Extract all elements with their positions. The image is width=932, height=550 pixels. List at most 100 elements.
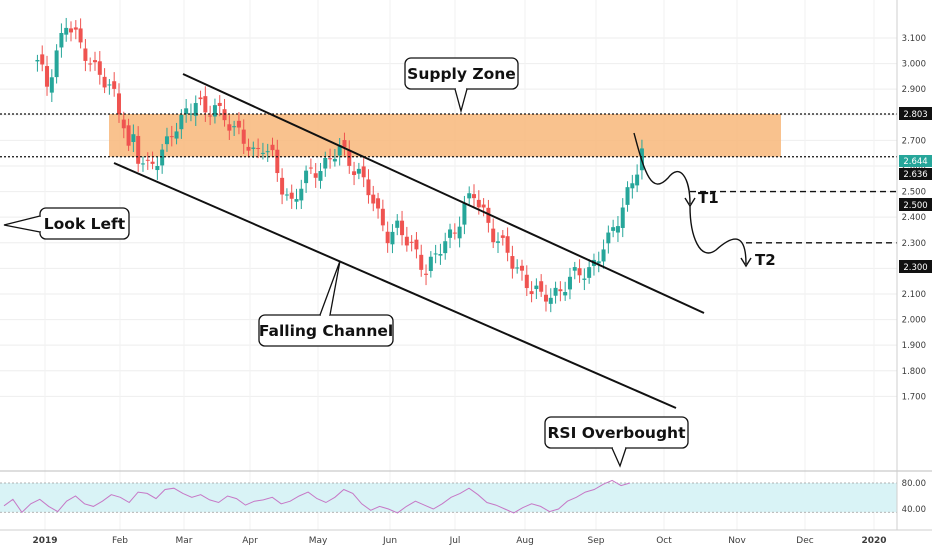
y-tick-label: 2.100 xyxy=(902,290,926,300)
projection-path-2 xyxy=(689,205,747,265)
y-tick-label: 2.400 xyxy=(902,213,926,223)
candle-body xyxy=(136,135,141,164)
target1-tag-text: 2.500 xyxy=(903,201,927,211)
candle-body xyxy=(198,97,203,100)
candle-body xyxy=(625,187,630,205)
candlestick-series xyxy=(35,17,644,313)
rsi-overbought-label: RSI Overbought xyxy=(547,424,686,442)
price-grid xyxy=(0,0,897,530)
candle-body xyxy=(116,93,121,115)
candle-body xyxy=(409,241,414,243)
candle-body xyxy=(611,227,616,231)
rsi-scale: 80.00 40.00 xyxy=(902,479,926,515)
candle-body xyxy=(342,140,347,148)
candle-body xyxy=(467,193,472,199)
y-tick-label: 2.000 xyxy=(902,316,926,326)
channel-lower-line xyxy=(113,162,677,409)
supply-top-tag-text: 2.803 xyxy=(903,110,927,120)
candle-body xyxy=(265,151,270,153)
candle-body xyxy=(500,235,505,238)
candle-body xyxy=(188,113,193,115)
candle-body xyxy=(78,28,83,43)
candle-body xyxy=(606,232,611,244)
candle-body xyxy=(294,199,299,202)
candle-body xyxy=(376,198,381,209)
candle-body xyxy=(462,203,467,225)
x-tick-label: May xyxy=(309,536,328,546)
candle-body xyxy=(553,287,558,296)
x-tick-label: 2019 xyxy=(32,536,57,546)
candle-body xyxy=(208,115,213,117)
candle-body xyxy=(193,103,198,116)
candle-body xyxy=(371,194,376,204)
candle-body xyxy=(601,249,606,262)
target2-label: T2 xyxy=(755,251,776,269)
target2-tag-text: 2.300 xyxy=(903,263,927,273)
candle-body xyxy=(304,170,309,184)
candle-body xyxy=(313,173,318,178)
candle-body xyxy=(150,161,155,164)
rsi-band xyxy=(0,483,897,513)
price-scale: 3.1003.0002.9002.8002.7002.6002.5002.400… xyxy=(902,34,926,402)
candle-body xyxy=(328,158,333,160)
candle-body xyxy=(251,147,256,149)
candle-body xyxy=(222,109,227,121)
candle-body xyxy=(260,152,265,154)
target1-label: T1 xyxy=(698,189,719,207)
candle-body xyxy=(83,48,88,61)
candle-body xyxy=(630,183,635,189)
look-left-callout: Look Left xyxy=(3,207,130,240)
candle-body xyxy=(332,158,337,162)
candle-body xyxy=(366,179,371,196)
candle-body xyxy=(160,149,165,166)
x-tick-label: Jul xyxy=(449,536,461,546)
candle-body xyxy=(596,261,601,264)
candle-body xyxy=(491,228,496,243)
x-tick-label: Oct xyxy=(656,536,672,546)
candle-body xyxy=(92,60,97,63)
candle-body xyxy=(270,144,275,151)
x-tick-label: Sep xyxy=(588,536,605,546)
supply-zone-callout: Supply Zone xyxy=(404,57,519,114)
candle-body xyxy=(414,239,419,250)
candle-body xyxy=(232,126,237,128)
candle-body xyxy=(419,254,424,270)
candle-body xyxy=(227,124,232,131)
candle-body xyxy=(380,208,385,226)
supply-bottom-tag-text: 2.636 xyxy=(903,170,927,180)
candle-body xyxy=(35,59,40,62)
candle-body xyxy=(428,256,433,271)
supply-zone-label: Supply Zone xyxy=(407,65,516,83)
y-tick-label: 3.000 xyxy=(902,60,926,70)
candle-body xyxy=(308,167,313,169)
candle-body xyxy=(212,105,217,117)
candle-body xyxy=(529,291,534,295)
candle-body xyxy=(54,50,59,78)
candle-body xyxy=(217,102,222,106)
target2-tag: 2.300 xyxy=(899,260,932,273)
candle-body xyxy=(203,96,208,113)
candle-body xyxy=(548,297,553,304)
candle-body xyxy=(582,278,587,280)
candle-body xyxy=(438,254,443,256)
candle-body xyxy=(424,273,429,275)
time-axis: 2019 Feb Mar Apr May Jun Jul Aug Sep Oct Nov Dec 202… xyxy=(32,536,886,546)
falling-channel-label: Falling Channel xyxy=(259,322,393,340)
x-tick-label: Jun xyxy=(382,536,397,546)
candle-body xyxy=(472,194,477,199)
supply-bottom-tag: 2.636 xyxy=(899,168,932,180)
candle-body xyxy=(318,171,323,181)
y-tick-label: 2.300 xyxy=(902,239,926,249)
candle-body xyxy=(539,281,544,292)
candle-body xyxy=(275,149,280,174)
candle-body xyxy=(496,241,501,243)
candle-body xyxy=(102,76,107,88)
candle-body xyxy=(347,150,352,166)
candle-body xyxy=(587,267,592,278)
rsi-line xyxy=(3,479,631,514)
candle-body xyxy=(236,120,241,128)
candle-body xyxy=(59,32,64,48)
candle-body xyxy=(452,232,457,234)
candle-body xyxy=(49,77,54,93)
candle-body xyxy=(543,294,548,302)
